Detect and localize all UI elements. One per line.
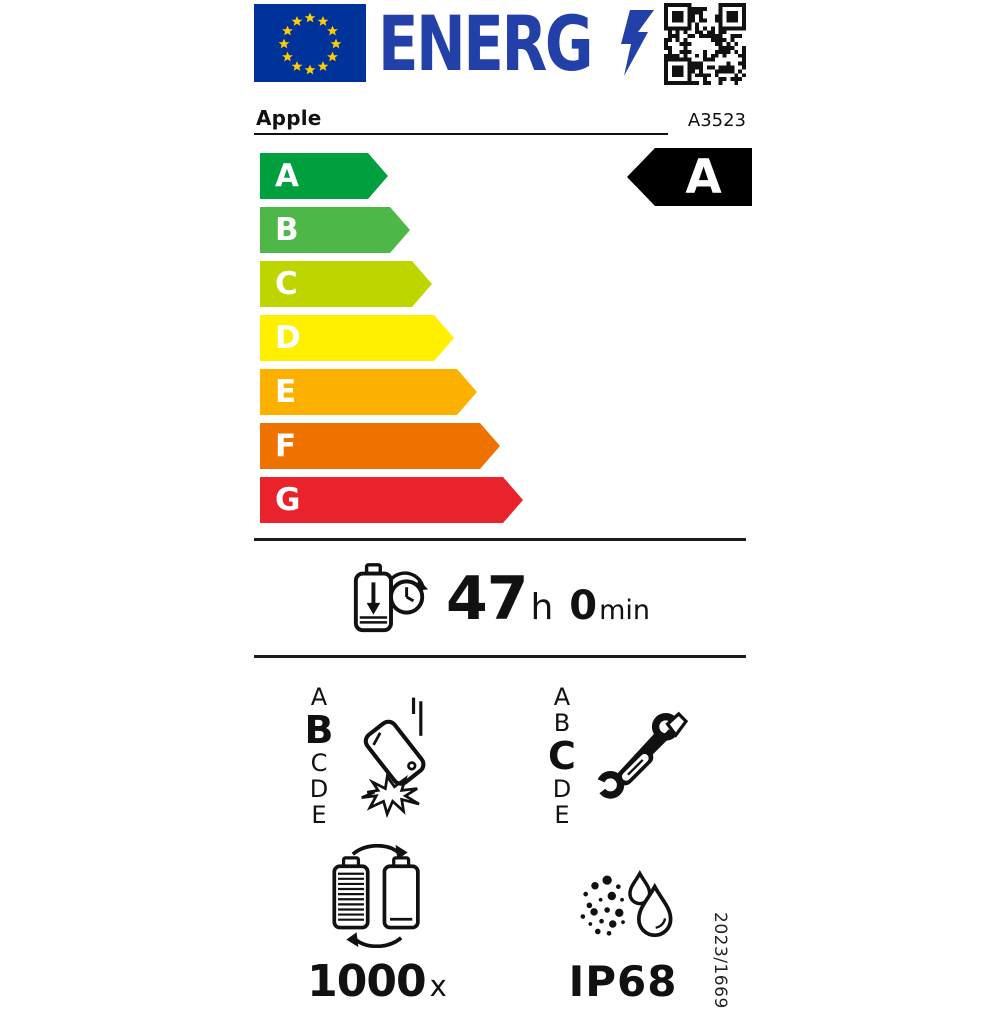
hours-value: 47 [445,564,528,634]
minutes-unit: min [599,595,651,626]
grade-letter: D [275,320,301,356]
battery-life-section: 47 h 0 min [254,541,746,655]
divider-top [254,538,746,541]
energy-grade-c: C [260,261,746,307]
tools-icon [589,693,698,819]
energy-grade-b: B [260,207,746,253]
lightning-bolt-icon [616,10,656,80]
qr-code [664,3,746,85]
energy-grade-d: D [260,315,746,361]
eu-flag-icon [254,4,366,86]
brand-row: Apple A3523 [254,102,746,135]
ip-rating-section: IP68 [500,850,746,1007]
grade-letter: F [275,428,297,464]
scale-letter-e: E [554,801,570,829]
grade-letter: B [275,212,299,248]
scale-letter-e: E [311,801,327,829]
dust-water-icon [567,851,679,949]
scale-letter-a: A [310,683,328,711]
indicator-arrow-tip [627,148,655,206]
hours-unit: h [530,587,554,628]
battery-cycles-label: 1000 x [307,956,447,1007]
battery-life-value: 47 h 0 min [446,564,650,634]
energy-grade-e: E [260,369,746,415]
selected-grade-indicator: A [627,148,752,206]
divider-bottom [254,655,746,658]
battery-clock-icon [350,557,432,641]
battery-cycles-unit: x [429,969,447,1003]
grade-letter: E [275,374,297,410]
phone-drop-icon [349,684,449,828]
energy-grade-f: F [260,423,746,469]
battery-cycles-value: 1000 [307,956,426,1007]
scale-letter-b: B [304,708,334,752]
scale-letter-d: D [309,775,329,803]
scale-letter-c: C [310,749,328,777]
energy-grade-a: A [260,153,746,199]
ip-rating-value: IP68 [568,957,678,1006]
selected-grade-letter: A [685,149,722,205]
model-identifier: A3523 [687,110,746,131]
grade-letter: G [275,482,301,518]
brand-underline [254,133,668,135]
battery-cycles-section: 1000 x [254,844,500,1007]
supplier-name: Apple [256,106,322,130]
battery-cycle-icon [321,844,433,948]
regulation-number: 2023/1669 [710,912,730,1009]
energy-grade-g: G [260,477,746,523]
label-header: ENERG [254,0,746,88]
grade-letter: C [275,266,298,302]
scale-letter-c: C [548,734,576,778]
minutes-value: 0 [569,583,598,629]
energ-logo: ENERG [378,0,594,88]
scale-letter-b: B [553,709,571,737]
scale-letter-a: A [553,683,571,711]
grade-letter: A [275,158,299,194]
scale-letter-d: D [552,775,572,803]
